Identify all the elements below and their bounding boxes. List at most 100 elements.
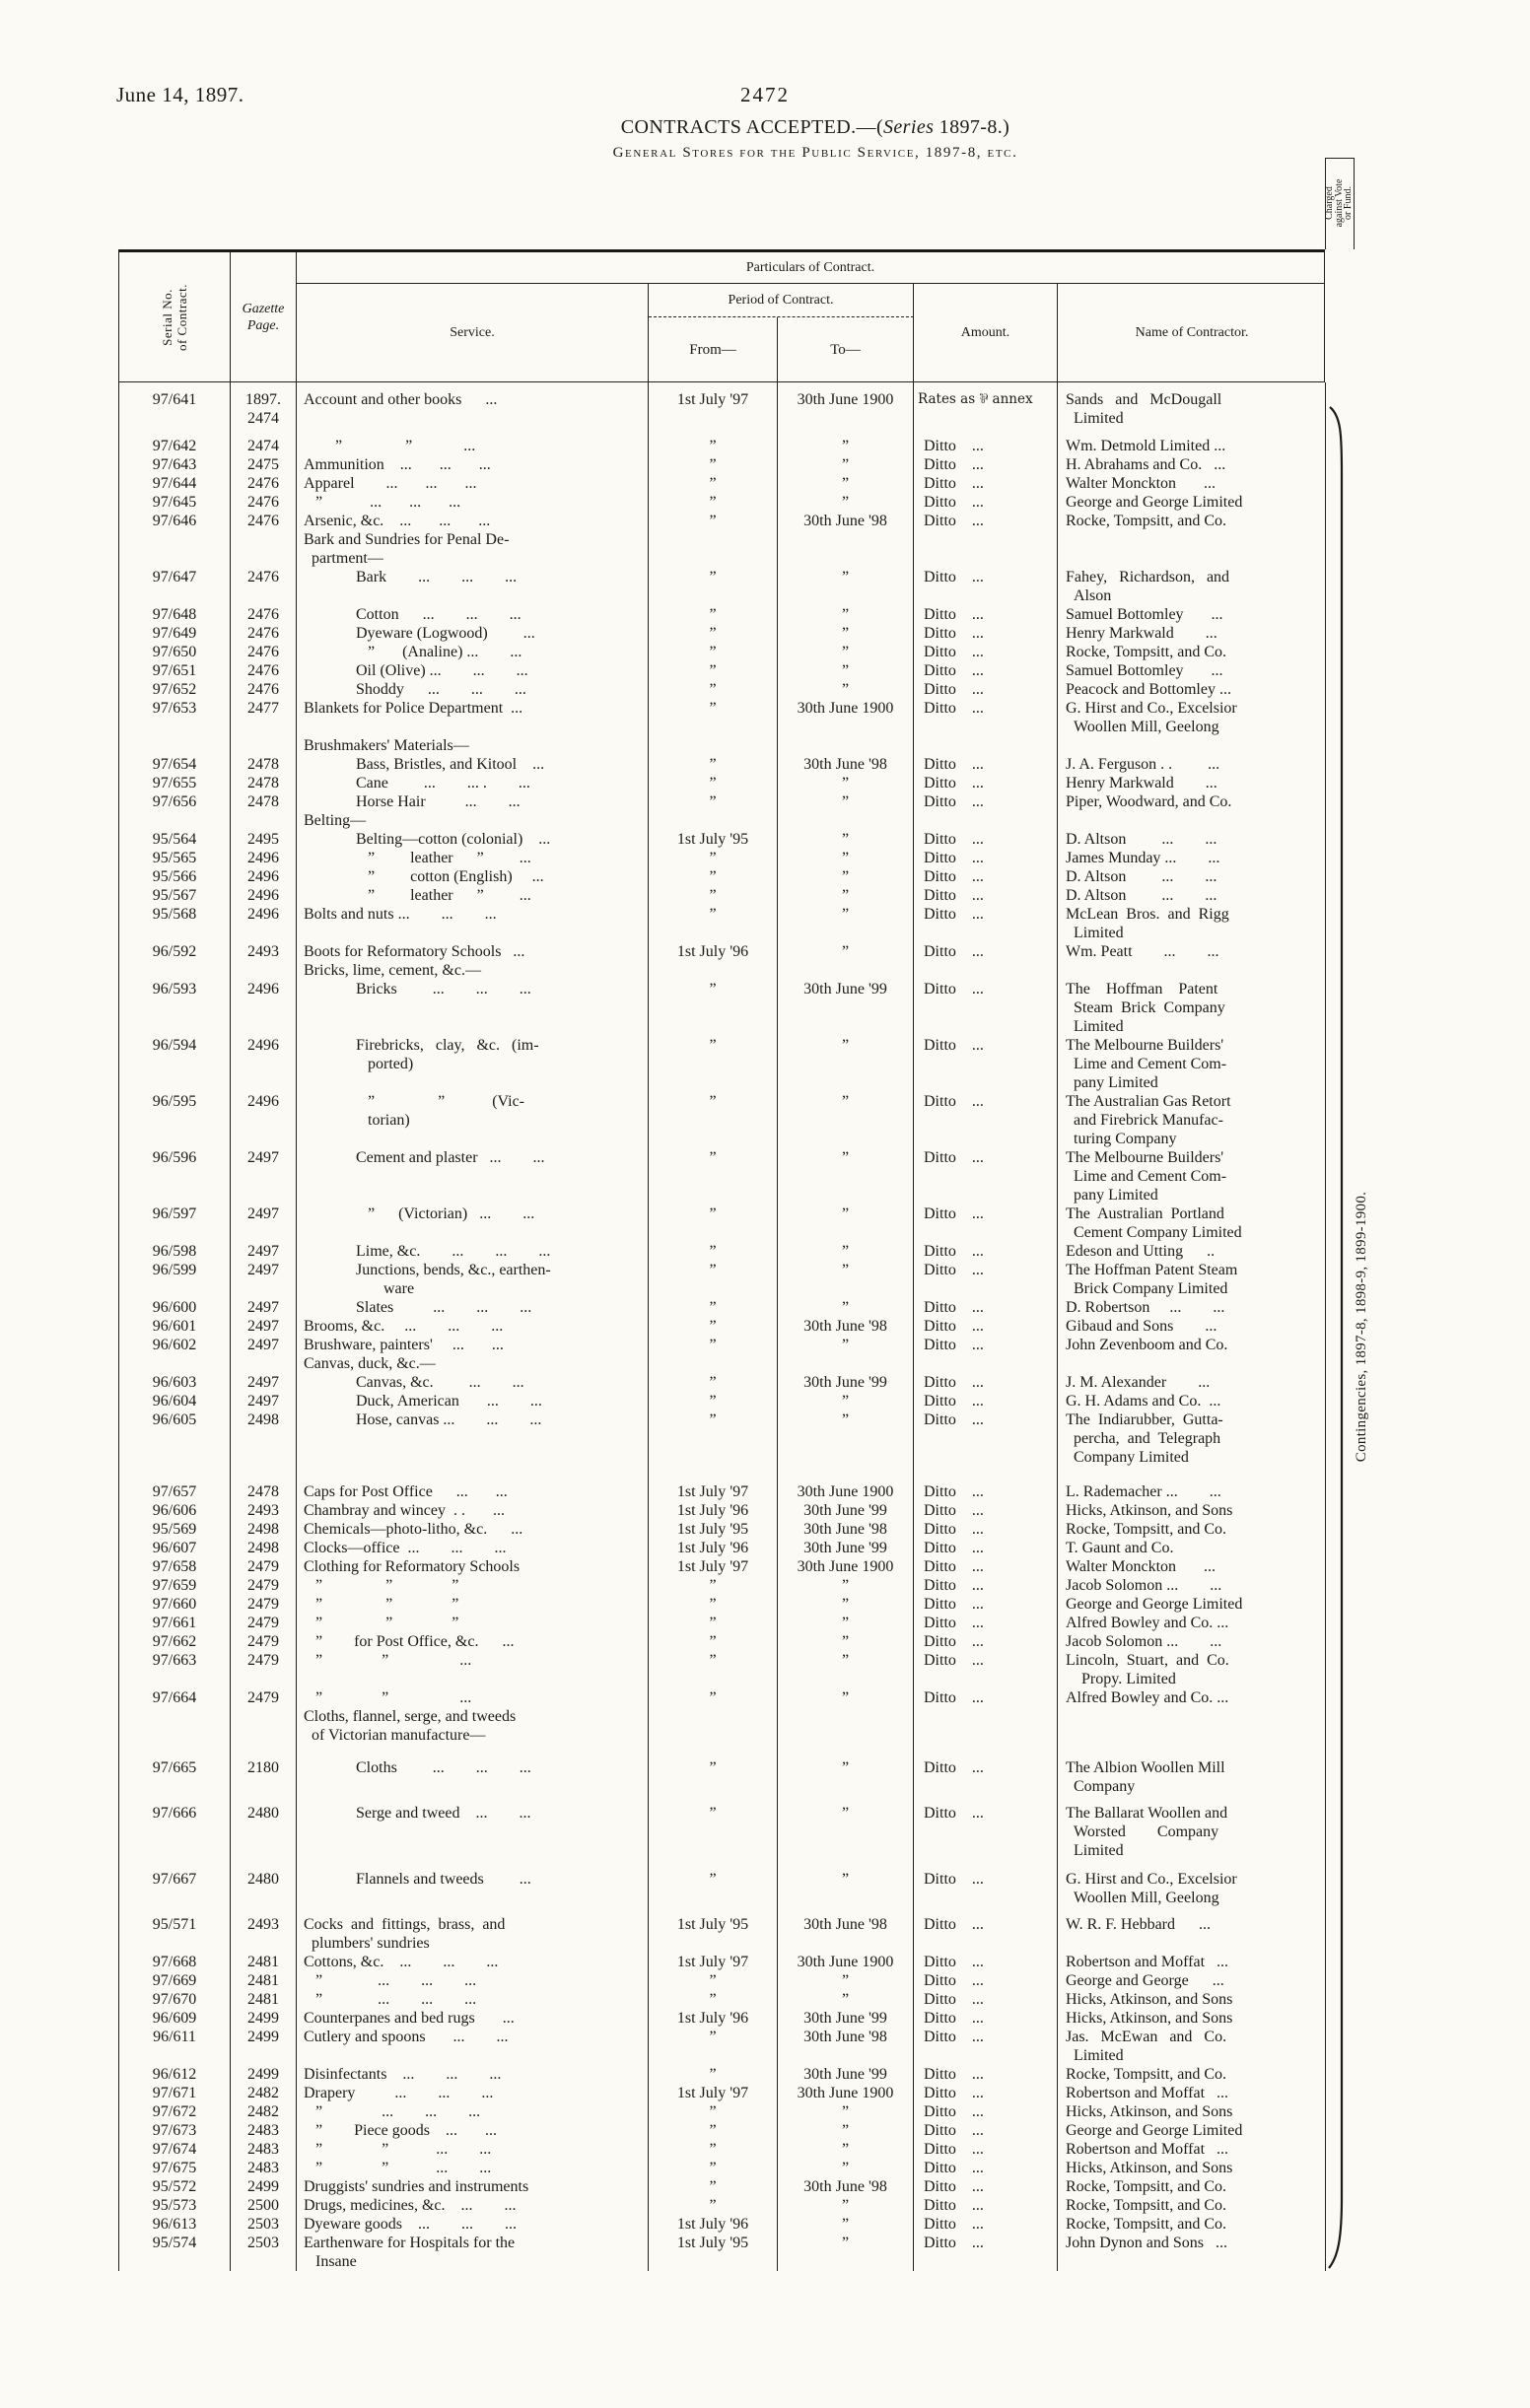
- cell-service: ” ” (Vic- torian): [296, 1092, 649, 1148]
- cell-to: 30th June 1900: [777, 1557, 914, 1576]
- cell-service: Oil (Olive) ... ... ...: [296, 661, 649, 680]
- cell-serial: 95/572: [118, 2177, 231, 2196]
- cell-from: ”: [648, 2177, 778, 2196]
- cell-serial: 97/647: [118, 568, 231, 605]
- cell-gazette-page: 2499: [230, 2028, 297, 2065]
- cell-amount: Ditto ...: [913, 428, 1058, 455]
- cell-amount: Ditto ...: [913, 1595, 1058, 1614]
- cell-contractor: [1058, 811, 1326, 830]
- cell-service: Shoddy ... ... ...: [296, 680, 649, 699]
- cell-to: [777, 961, 914, 980]
- table-row: 97/659 2479 ” ” ””” Ditto ... Jacob Solomon…: [118, 1576, 1326, 1595]
- section-label: Bark and Sundries for Penal De- partment…: [296, 530, 649, 568]
- cell-gazette-page: 2497: [230, 1148, 297, 1204]
- cell-to: 30th June '98: [777, 755, 914, 774]
- cell-to: 30th June '99: [777, 2065, 914, 2084]
- cell-to: [777, 1354, 914, 1373]
- cell-to: ”: [777, 1036, 914, 1092]
- cell-gazette-page: 2498: [230, 1539, 297, 1557]
- cell-to: 30th June '99: [777, 1539, 914, 1557]
- cell-gazette-page: 2476: [230, 680, 297, 699]
- cell-contractor: [1058, 1707, 1326, 1745]
- cell-gazette-page: 2503: [230, 2215, 297, 2234]
- header-to: To—: [778, 317, 914, 382]
- cell-service: Hose, canvas ... ... ...: [296, 1410, 649, 1467]
- table-row: 97/674 2483 ” ” ... ...”” Ditto ... Roberts…: [118, 2140, 1326, 2159]
- cell-gazette-page: [230, 530, 297, 568]
- table-row: 96/612 2499 Disinfectants ... ... ...” 30th…: [118, 2065, 1326, 2084]
- cell-gazette-page: 2476: [230, 512, 297, 530]
- cell-serial: 96/605: [118, 1410, 231, 1467]
- cell-amount: Ditto ...: [913, 2196, 1058, 2215]
- cell-amount: Ditto ...: [913, 1373, 1058, 1392]
- cell-contractor: John Zevenboom and Co.: [1066, 1337, 1228, 1353]
- cell-from: ”: [648, 1148, 778, 1204]
- cell-from: ”: [648, 1036, 778, 1092]
- cell-service: ” ... ... ...: [296, 493, 649, 512]
- cell-service: Boots for Reformatory Schools ...: [296, 942, 649, 961]
- cell-from: ”: [648, 680, 778, 699]
- section-row: Bricks, lime, cement, &c.—: [118, 961, 1326, 980]
- table-row: 96/601 2497 Brooms, &c. ... ... ...” 30th J…: [118, 1317, 1326, 1336]
- cell-to: 30th June 1900: [777, 699, 914, 736]
- cell-gazette-page: 2496: [230, 1092, 297, 1148]
- cell-from: 1st July '97: [648, 1953, 778, 1971]
- cell-serial: 96/595: [118, 1092, 231, 1148]
- cell-serial: 95/568: [118, 905, 231, 942]
- cell-contractor: George and George Limited: [1066, 494, 1243, 511]
- table-row: 96/595 2496 ” ” (Vic- torian)”” Ditto ... T…: [118, 1092, 1326, 1148]
- cell-to: ”: [777, 1298, 914, 1317]
- cell-amount: [913, 1354, 1058, 1373]
- cell-contractor: Walter Monckton ...: [1066, 1558, 1217, 1575]
- cell-serial: 96/609: [118, 2009, 231, 2028]
- cell-service: ” for Post Office, &c. ...: [296, 1632, 649, 1651]
- cell-from: ”: [648, 792, 778, 811]
- table-row: 97/665 2180 Cloths ... ... ...”” Ditto ... T…: [118, 1745, 1326, 1796]
- cell-contractor: G. H. Adams and Co. ...: [1066, 1393, 1221, 1410]
- cell-from: ”: [648, 1632, 778, 1651]
- cell-to: ”: [777, 643, 914, 661]
- table-row: 97/667 2480 Flannels and tweeds ...”” Ditto…: [118, 1860, 1326, 1907]
- cell-serial: 96/592: [118, 942, 231, 961]
- cell-amount: Ditto ...: [913, 1651, 1058, 1688]
- charged-vote-column-box: [1325, 158, 1355, 249]
- cell-amount: Ditto ...: [913, 980, 1058, 1036]
- table-row: 97/655 2478 Cane ... ... . ...”” Ditto ... H…: [118, 774, 1326, 792]
- cell-amount: Ditto ...: [913, 2065, 1058, 2084]
- table-row: 97/650 2476 ” (Analine) ... ...”” Ditto ..…: [118, 643, 1326, 661]
- cell-serial: 96/600: [118, 1298, 231, 1317]
- cell-from: ”: [648, 1373, 778, 1392]
- cell-contractor: J. M. Alexander ...: [1066, 1374, 1211, 1391]
- cell-gazette-page: 2499: [230, 2065, 297, 2084]
- cell-contractor: John Dynon and Sons ...: [1066, 2235, 1228, 2251]
- cell-to: ”: [777, 1990, 914, 2009]
- cell-from: ”: [648, 2102, 778, 2121]
- cell-contractor: Hicks, Atkinson, and Sons: [1066, 2103, 1233, 2120]
- cell-serial: 97/658: [118, 1557, 231, 1576]
- cell-amount: Ditto ...: [913, 2102, 1058, 2121]
- cell-serial: 96/612: [118, 2065, 231, 2084]
- cell-service: ” ” ... ...: [296, 2140, 649, 2159]
- cell-to: ”: [777, 2121, 914, 2140]
- cell-to: ”: [777, 1336, 914, 1354]
- cell-contractor: Rocke, Tompsitt, and Co.: [1066, 2216, 1227, 2233]
- title-series: Series: [883, 116, 935, 138]
- cell-amount: Ditto ...: [913, 1990, 1058, 2009]
- title-suffix: 1897-8.): [934, 116, 1010, 138]
- cell-serial: 97/659: [118, 1576, 231, 1595]
- cell-serial: 97/662: [118, 1632, 231, 1651]
- cell-amount: Ditto ...: [913, 1971, 1058, 1990]
- cell-service: ” ... ... ...: [296, 2102, 649, 2121]
- cell-to: ”: [777, 792, 914, 811]
- cell-service: ” ... ... ...: [296, 1971, 649, 1990]
- section-row: Canvas, duck, &c.—: [118, 1354, 1326, 1373]
- cell-serial: 97/666: [118, 1796, 231, 1860]
- cell-service: Dyeware (Logwood) ...: [296, 624, 649, 643]
- section-row: Cloths, flannel, serge, and tweeds of Vi…: [118, 1707, 1326, 1745]
- cell-to: ”: [777, 942, 914, 961]
- cell-service: ” leather ” ...: [296, 849, 649, 867]
- cell-service: ” (Analine) ... ...: [296, 643, 649, 661]
- cell-amount: Ditto ...: [913, 643, 1058, 661]
- cell-to: ”: [777, 1576, 914, 1595]
- cell-serial: [118, 811, 231, 830]
